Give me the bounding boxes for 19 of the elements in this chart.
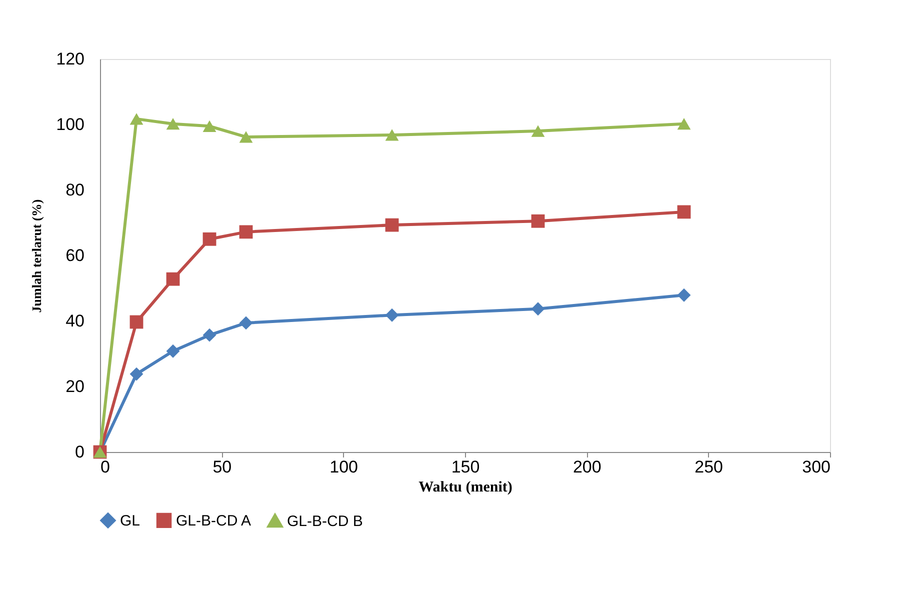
x-tick-label: 150: [451, 458, 480, 476]
y-tick-label: 100: [56, 115, 84, 134]
legend-label: GL-B-CD A: [176, 512, 252, 530]
x-tick-label: 100: [330, 458, 358, 476]
y-tick-label: 0: [75, 442, 84, 462]
y-tick-label: 80: [66, 180, 84, 200]
y-tick-label: 120: [56, 50, 84, 68]
y-tick-label: 60: [66, 246, 84, 265]
x-tick-label: 0: [100, 458, 110, 476]
x-axis-title: Waktu (menit): [418, 480, 512, 496]
x-tick-label: 200: [572, 458, 602, 476]
legend-label: GL-B-CD B: [287, 512, 363, 530]
x-tick-label: 250: [694, 458, 724, 476]
y-axis-title: Jumlah terlarut (%): [29, 199, 44, 313]
y-tick-label: 20: [66, 377, 84, 396]
legend-label: GL: [120, 512, 140, 530]
y-tick-label: 40: [66, 312, 84, 330]
x-tick-label: 300: [802, 458, 830, 476]
x-tick-label: 50: [212, 458, 232, 476]
